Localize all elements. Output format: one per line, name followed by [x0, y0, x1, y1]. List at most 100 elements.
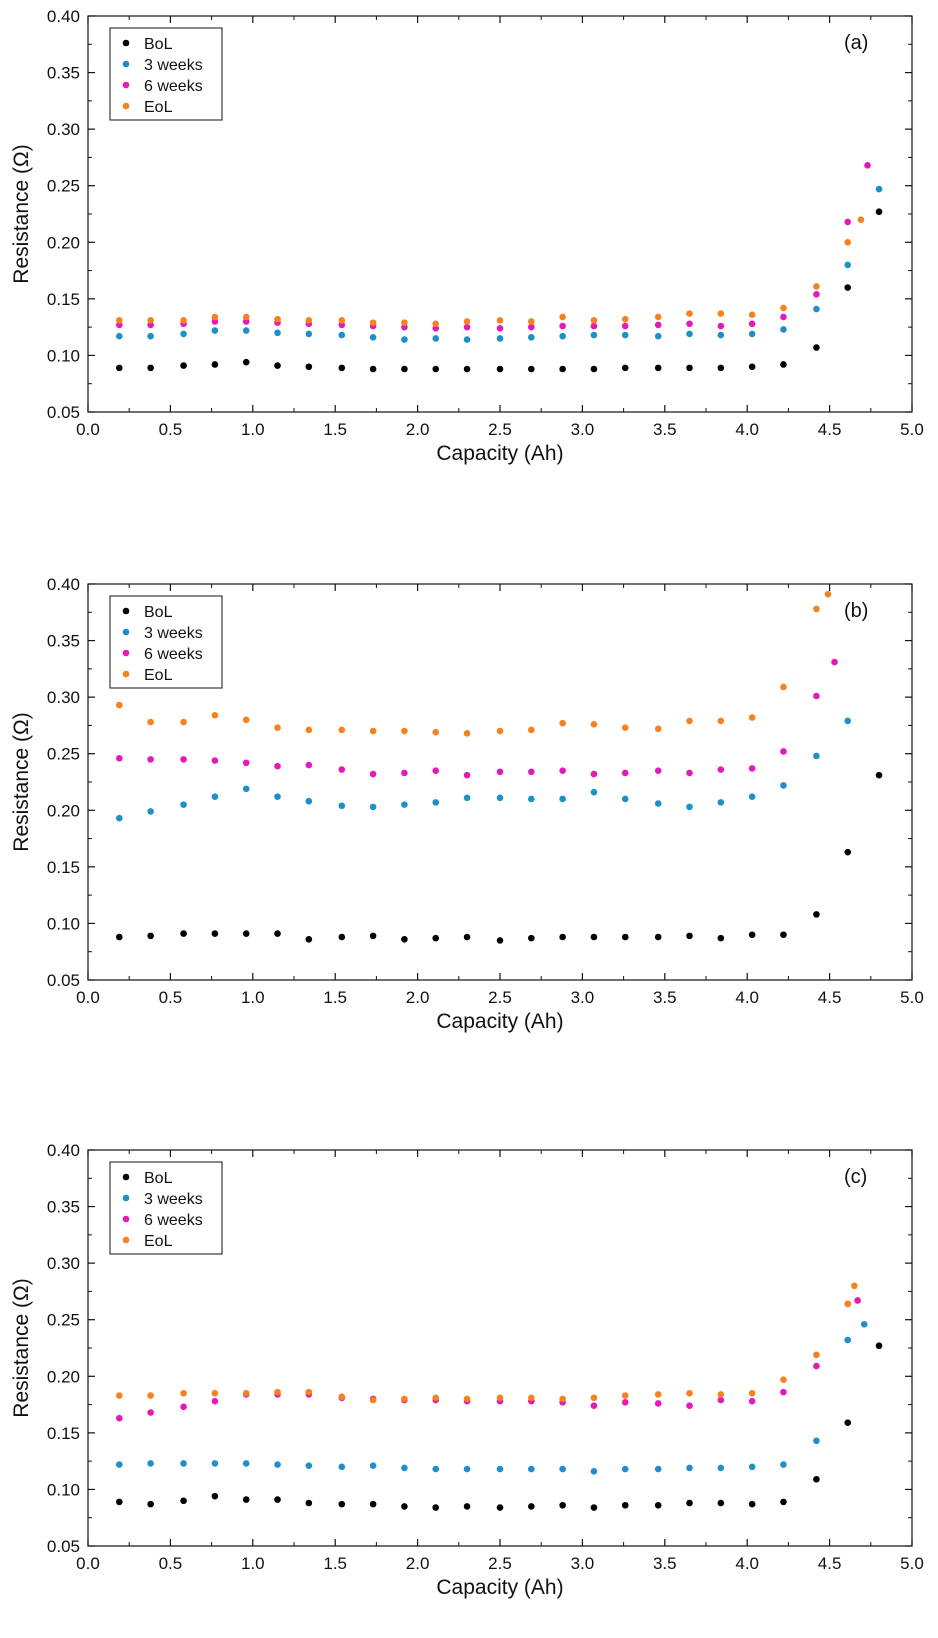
data-point: [780, 931, 787, 939]
y-tick-label: 0.40: [47, 1141, 80, 1160]
panel-label: (c): [844, 1166, 867, 1188]
data-point: [369, 365, 377, 373]
data-point: [875, 1342, 883, 1350]
chart-panel-2: 0.0 0.5 1.0 1.5 2.0 2.5 3.0 3.5 4.0 4.5 5.0 0.05 0.1…: [10, 575, 924, 1033]
x-tick-label: 4.0: [735, 1554, 759, 1573]
data-point: [338, 1500, 346, 1508]
x-tick-label: 3.0: [571, 420, 595, 439]
data-point: [147, 1460, 154, 1467]
data-point: [528, 323, 535, 331]
data-point: [401, 1395, 408, 1403]
data-point: [116, 933, 123, 941]
data-point: [242, 1496, 250, 1503]
data-point: [559, 322, 566, 330]
y-axis-label: Resistance (Ω): [10, 1278, 33, 1417]
y-tick-label: 0.10: [47, 346, 80, 365]
data-point: [180, 1403, 187, 1411]
x-tick-label: 0.5: [159, 420, 183, 439]
x-tick-label: 2.5: [488, 1554, 512, 1573]
data-point: [780, 748, 787, 755]
data-point: [590, 1394, 598, 1402]
data-point: [401, 336, 408, 343]
x-tick-label: 4.0: [735, 420, 759, 439]
data-point: [274, 362, 281, 369]
data-point: [844, 218, 852, 226]
data-point: [851, 1282, 858, 1290]
data-point: [559, 767, 566, 774]
legend-entry: BoL: [144, 604, 173, 621]
data-point: [463, 1395, 471, 1403]
data-point: [432, 934, 440, 942]
data-point: [528, 334, 535, 341]
data-point: [305, 1388, 313, 1396]
data-point: [369, 1462, 377, 1469]
data-point: [338, 766, 346, 773]
x-tick-label: 3.5: [653, 988, 677, 1007]
y-tick-label: 0.25: [47, 177, 80, 196]
data-point: [211, 361, 219, 368]
series-3-weeks: [116, 185, 883, 343]
data-point: [463, 730, 471, 737]
x-tick-label: 0.5: [159, 1554, 183, 1573]
data-point: [528, 1503, 535, 1510]
data-point: [305, 761, 313, 769]
data-point: [401, 323, 408, 331]
data-point: [654, 800, 662, 807]
data-point: [401, 769, 408, 777]
x-tick-label: 5.0: [900, 988, 924, 1007]
data-point: [369, 1396, 377, 1404]
data-point: [369, 319, 377, 326]
legend-marker: [122, 607, 130, 615]
data-point: [242, 1460, 250, 1467]
data-point: [621, 331, 629, 339]
data-point: [813, 305, 820, 313]
data-point: [844, 1419, 852, 1426]
x-tick-label: 0.0: [76, 988, 100, 1007]
x-tick-label: 2.5: [488, 988, 512, 1007]
data-point: [496, 794, 504, 802]
data-point: [338, 331, 346, 339]
data-point: [780, 326, 787, 333]
data-point: [401, 1503, 408, 1510]
x-tick-label: 3.5: [653, 1554, 677, 1573]
x-tick-label: 0.0: [76, 1554, 100, 1573]
data-point: [717, 331, 725, 339]
y-tick-label: 0.20: [47, 801, 80, 820]
data-point: [463, 318, 471, 325]
data-point: [338, 726, 346, 734]
data-point: [180, 317, 187, 324]
data-point: [559, 719, 566, 727]
data-point: [180, 756, 187, 763]
series-3-weeks: [116, 717, 852, 822]
data-point: [211, 327, 219, 334]
data-point: [813, 605, 820, 613]
data-point: [496, 335, 504, 342]
data-point: [463, 323, 471, 331]
data-point: [813, 1362, 820, 1370]
y-axis-label: Resistance (Ω): [10, 712, 33, 851]
data-point: [748, 793, 756, 801]
y-tick-label: 0.35: [47, 632, 80, 651]
data-point: [305, 1462, 313, 1469]
data-point: [559, 332, 566, 340]
data-point: [748, 320, 756, 328]
data-point: [116, 1392, 123, 1399]
data-point: [116, 1461, 123, 1468]
data-point: [686, 803, 693, 811]
data-point: [831, 658, 838, 666]
data-point: [369, 727, 377, 735]
data-point: [274, 1461, 281, 1468]
data-point: [854, 1297, 861, 1304]
series-6-weeks: [116, 1297, 861, 1422]
data-point: [369, 770, 377, 778]
x-tick-label: 1.5: [323, 420, 347, 439]
data-point: [496, 937, 504, 944]
data-point: [432, 320, 440, 328]
data-point: [717, 717, 725, 725]
data-point: [463, 365, 471, 373]
series-eol: [116, 590, 832, 737]
data-point: [432, 1465, 440, 1473]
data-point: [559, 1465, 566, 1473]
data-point: [496, 1394, 504, 1402]
data-point: [590, 331, 598, 339]
